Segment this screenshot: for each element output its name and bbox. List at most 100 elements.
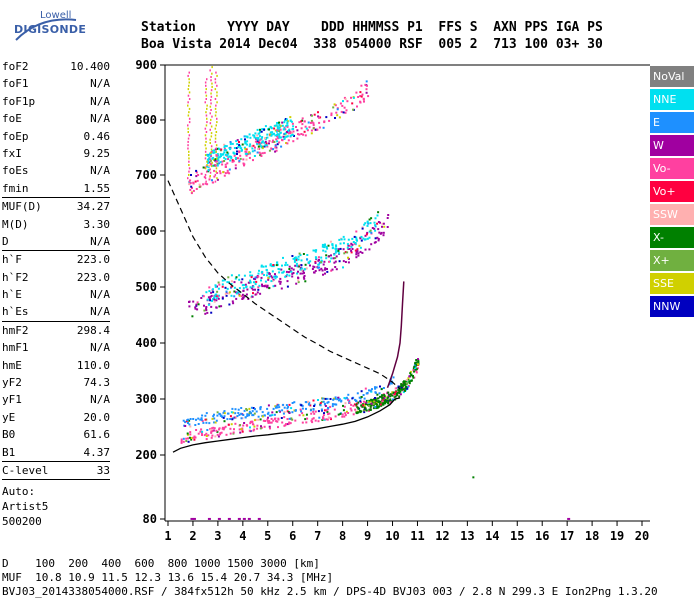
echo-point <box>278 121 281 124</box>
echo-point <box>386 399 389 402</box>
echo-point <box>291 122 294 125</box>
echo-point <box>312 408 315 411</box>
param-value: N/A <box>90 288 110 302</box>
streak-point <box>206 78 208 81</box>
echo-point <box>235 276 238 279</box>
echo-point <box>245 153 248 155</box>
echo-point <box>238 428 241 431</box>
echo-point <box>302 253 305 255</box>
param-row: C-level 33 <box>2 462 110 479</box>
echo-point <box>377 238 380 240</box>
streak-point <box>210 109 212 111</box>
param-row: fxI 9.25 <box>2 145 110 162</box>
echo-point <box>276 420 279 423</box>
echo-point <box>412 375 414 377</box>
echo-point <box>358 409 361 412</box>
echo-point <box>417 363 419 366</box>
echo-point <box>213 149 216 152</box>
echo-point <box>266 407 269 410</box>
param-value: 3.30 <box>83 217 111 231</box>
echo-point <box>278 124 281 126</box>
echo-point <box>243 409 246 412</box>
echo-point <box>397 385 400 388</box>
echo-point <box>210 436 213 439</box>
echo-point <box>252 285 255 288</box>
echo-point <box>267 278 270 281</box>
echo-point <box>392 393 395 396</box>
echo-point <box>399 390 402 393</box>
echo-point <box>282 135 285 138</box>
echo-point <box>230 285 233 288</box>
echo-point <box>274 284 277 287</box>
echo-point <box>260 271 263 274</box>
echo-point <box>244 142 247 145</box>
echo-point <box>404 387 407 390</box>
streak-point <box>188 167 191 170</box>
echo-point <box>215 294 218 297</box>
streak-point <box>210 148 213 151</box>
streak-point <box>210 95 213 98</box>
streak-point <box>206 121 208 124</box>
echo-point <box>304 134 307 137</box>
echo-point <box>370 231 373 234</box>
x-tick-label: 10 <box>385 529 399 543</box>
echo-point <box>347 238 350 241</box>
echo-point <box>342 242 345 245</box>
streak-point <box>188 117 191 120</box>
echo-point <box>222 416 225 419</box>
echo-point <box>371 399 374 402</box>
echo-point <box>210 431 213 434</box>
echo-point <box>214 421 217 424</box>
echo-point <box>223 415 226 418</box>
echo-point <box>267 276 270 279</box>
echo-point <box>249 281 252 284</box>
echo-point <box>306 258 309 261</box>
echo-point <box>413 370 416 373</box>
echo-point <box>374 224 377 227</box>
streak-point <box>211 115 213 118</box>
echo-point <box>208 158 210 160</box>
echo-point <box>268 425 271 428</box>
echo-point <box>400 383 403 386</box>
low-echo-point <box>237 517 241 520</box>
y-tick-label: 500 <box>135 280 157 294</box>
echo-point <box>327 401 330 404</box>
echo-point <box>286 121 289 124</box>
echo-point <box>276 135 278 138</box>
echo-point <box>399 385 402 388</box>
echo-point <box>357 401 360 404</box>
echo-point <box>311 418 314 421</box>
streak-point <box>188 84 190 87</box>
echo-point <box>225 433 228 436</box>
param-value: 33 <box>96 463 110 477</box>
legend-item-e: E <box>650 112 694 133</box>
echo-point <box>226 418 229 421</box>
streak-point <box>206 164 208 166</box>
echo-point <box>273 132 275 135</box>
echo-point <box>379 403 382 406</box>
echo-point <box>394 390 397 393</box>
footer-file-info: BVJ03_2014338054000.RSF / 384fx512h 50 k… <box>2 585 658 598</box>
echo-point <box>238 413 241 416</box>
x-tick-label: 12 <box>435 529 449 543</box>
echo-point <box>313 405 316 407</box>
echo-point <box>205 432 208 435</box>
echo-point <box>332 397 335 400</box>
echo-point <box>360 390 363 393</box>
echo-point <box>417 358 419 361</box>
echo-point <box>287 139 290 142</box>
echo-point <box>250 145 253 148</box>
streak-point <box>204 154 207 157</box>
echo-point <box>292 125 295 128</box>
echo-point <box>279 282 282 285</box>
echo-point <box>245 408 248 410</box>
echo-point <box>342 111 345 114</box>
echo-point <box>231 300 234 303</box>
echo-point <box>325 116 328 119</box>
echo-point <box>213 295 216 298</box>
echo-point <box>265 144 268 147</box>
echo-point <box>351 237 354 240</box>
echo-point <box>267 416 269 419</box>
echo-point <box>229 427 232 430</box>
echo-point <box>288 412 291 414</box>
